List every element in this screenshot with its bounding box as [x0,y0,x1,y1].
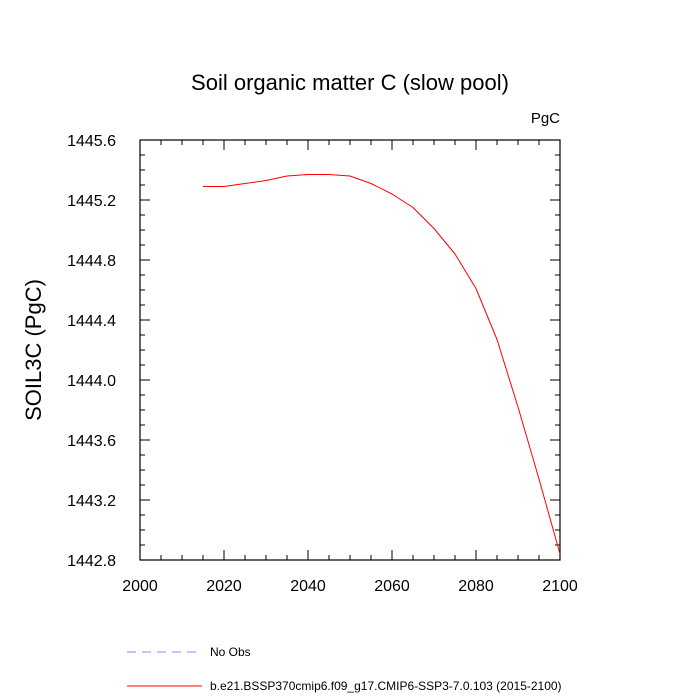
x-tick-label: 2100 [542,578,578,595]
y-tick-label: 1445.2 [67,193,116,210]
axis-ticks [139,139,561,561]
y-tick-label: 1444.8 [67,253,116,270]
legend-label-no-obs: No Obs [210,645,251,659]
x-tick-label: 2000 [122,578,158,595]
x-tick-label: 2060 [374,578,410,595]
units-label: PgC [531,110,560,127]
chart-title: Soil organic matter C (slow pool) [191,70,509,95]
y-tick-label: 1444.0 [67,373,116,390]
legend: No Obs b.e21.BSSP370cmip6.f09_g17.CMIP6-… [127,645,562,693]
y-axis-label: SOIL3C (PgC) [21,279,46,421]
legend-label-model-run: b.e21.BSSP370cmip6.f09_g17.CMIP6-SSP3-7.… [210,679,562,693]
y-tick-label: 1443.6 [67,433,116,450]
x-tick-label: 2080 [458,578,494,595]
y-tick-label: 1442.8 [67,553,116,570]
x-tick-label: 2020 [206,578,242,595]
y-tick-label: 1444.4 [67,313,116,330]
series-layer [203,174,561,555]
x-tick-label: 2040 [290,578,326,595]
series-line [203,174,561,555]
axis-tick-labels: 2000 2020 2040 2060 2080 2100 1442.8 1443.2 1443… [67,133,578,595]
y-tick-label: 1443.2 [67,493,116,510]
y-tick-label: 1445.6 [67,133,116,150]
plot-frame [139,139,561,561]
